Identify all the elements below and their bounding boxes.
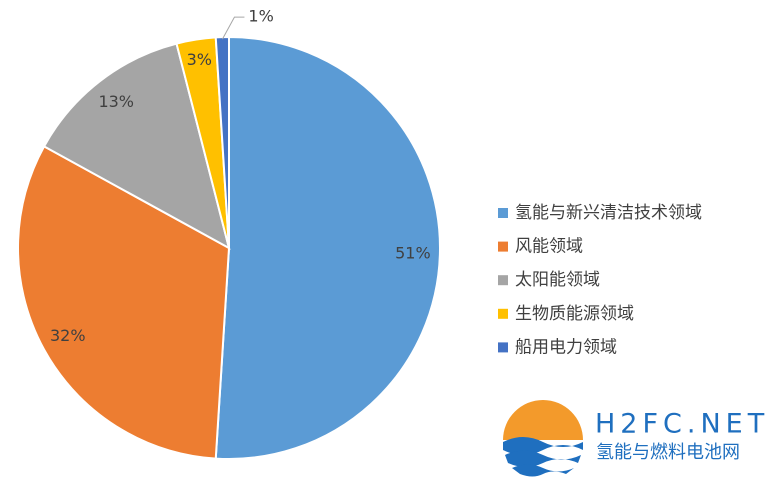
data-label: 3% — [187, 50, 212, 69]
data-label: 13% — [98, 92, 134, 111]
logo-title: H2FC.NET — [595, 409, 769, 440]
pie-slice — [17, 144, 231, 460]
logo-graphic — [503, 400, 583, 477]
legend-label: 船用电力领域 — [515, 337, 617, 357]
legend-swatch — [498, 241, 508, 252]
pie-slice — [214, 35, 230, 249]
legend-label: 太阳能领域 — [515, 270, 600, 290]
legend-label: 生物质能源领域 — [515, 304, 634, 324]
legend-swatch — [498, 308, 508, 319]
legend-label: 氢能与新兴清洁技术领域 — [515, 203, 702, 223]
legend-swatch — [498, 208, 508, 218]
data-label: 32% — [50, 326, 86, 345]
pie-slice — [42, 42, 231, 250]
legend-label: 风能领域 — [515, 237, 583, 257]
leader-line — [221, 16, 245, 40]
pie-slice — [214, 35, 441, 460]
logo-subtitle: 氢能与燃料电池网 — [596, 442, 740, 463]
legend-swatch — [498, 275, 508, 286]
data-label: 51% — [395, 243, 431, 262]
legend-swatch — [498, 342, 508, 353]
data-label: 1% — [248, 7, 273, 26]
